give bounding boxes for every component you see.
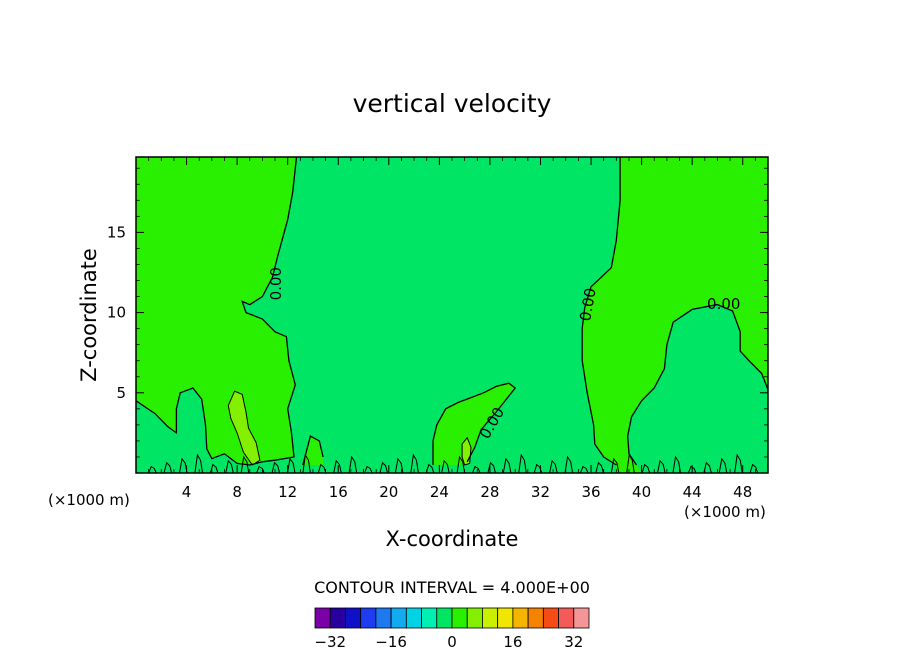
surface-contour (379, 461, 389, 473)
colorbar-swatch (421, 607, 438, 629)
x-tick-label: 24 (430, 483, 449, 501)
y-tick-label: 10 (107, 304, 126, 322)
surface-contour (657, 459, 666, 473)
colorbar-swatch (345, 607, 362, 629)
x-tick-label: 20 (379, 483, 398, 501)
colorbar-tick-label: −16 (375, 633, 407, 651)
x-unit-right: (×1000 m) (684, 503, 766, 521)
surface-contour (163, 461, 173, 473)
colorbar-swatch (360, 607, 377, 629)
surface-contour (749, 463, 759, 473)
surface-contour (364, 465, 373, 473)
zero-contour (136, 157, 298, 466)
x-tick-label: 36 (581, 483, 600, 501)
colorbar-swatch (451, 607, 468, 629)
colorbar-swatch (573, 607, 590, 629)
x-axis-label: X-coordinate (386, 527, 519, 551)
surface-contour (502, 457, 512, 473)
x-tick-label: 8 (232, 483, 242, 501)
surface-contour (595, 461, 604, 473)
surface-contour (333, 459, 342, 473)
x-unit-left: (×1000 m) (48, 491, 130, 509)
colorbar-tick-label: 0 (447, 633, 457, 651)
x-tick-label: 40 (632, 483, 651, 501)
zero-contour (432, 382, 517, 465)
surface-contour (317, 463, 327, 473)
contour-label: 0.00 (707, 295, 740, 313)
colorbar-swatch (390, 607, 407, 629)
surface-contour (271, 461, 281, 473)
colorbar-swatch (512, 607, 529, 629)
colorbar-swatch (405, 607, 422, 629)
colorbar-tick-label: 16 (503, 633, 522, 651)
surface-contour (394, 457, 404, 473)
colorbar-swatch (466, 607, 483, 629)
y-tick-label: 15 (107, 223, 126, 241)
surface-contour (703, 461, 712, 473)
plot-area: 0.000.000.00 0.00 4 8 12 16 20 24 28 32 36 40 44 485… (107, 156, 769, 501)
surface-contour (579, 465, 589, 473)
colorbar-swatch (527, 607, 544, 629)
positive-patch (227, 390, 261, 466)
surface-contour (564, 455, 574, 473)
x-tick-label: 44 (683, 483, 702, 501)
colorbar-swatch (436, 607, 453, 629)
surface-contour (425, 463, 435, 473)
colorbar-swatch (497, 607, 514, 629)
x-tick-label: 12 (278, 483, 297, 501)
contour-label: 0.00 (267, 267, 285, 300)
contour-labels: 0.000.000.00 0.00 (267, 267, 741, 442)
colorbar-swatch (558, 607, 575, 629)
surface-contour (518, 453, 527, 473)
surface-contour (672, 455, 682, 473)
surface-contour (194, 453, 203, 473)
surface-contour (487, 461, 496, 473)
surface-contour (441, 459, 450, 473)
colorbar: −32 −16 0 16 32 (314, 607, 590, 651)
surface-contour (610, 457, 620, 473)
zero-contour (627, 303, 768, 466)
colorbar-swatch (482, 607, 499, 629)
x-tick-label: 16 (329, 483, 348, 501)
x-tick-label: 48 (733, 483, 752, 501)
surface-contour (240, 455, 250, 473)
surface-contour (718, 457, 728, 473)
surface-contour (302, 453, 311, 473)
surface-contour (286, 457, 296, 473)
x-tick-label: 32 (531, 483, 550, 501)
contour-lines (136, 157, 768, 473)
contour-interval-label: CONTOUR INTERVAL = 4.000E+00 (314, 578, 590, 597)
surface-contour (472, 465, 481, 473)
colorbar-swatch (314, 607, 331, 629)
surface-contour (641, 463, 651, 473)
surface-contour (148, 465, 157, 473)
colorbar-tick-label: −32 (314, 633, 346, 651)
colorbar-tick-label: 32 (564, 633, 583, 651)
surface-contour (734, 453, 743, 473)
surface-contour (225, 459, 234, 473)
positive-region-right (627, 304, 768, 473)
negative-mound (302, 436, 324, 465)
zero-contour (581, 157, 621, 466)
colorbar-swatch (329, 607, 346, 629)
colorbar-swatch (375, 607, 392, 629)
surface-contour (549, 459, 558, 473)
zero-contour (302, 435, 324, 466)
x-tick-label: 28 (480, 483, 499, 501)
surface-contour (410, 453, 419, 473)
surface-contour (209, 463, 219, 473)
y-axis-label: Z-coordinate (77, 248, 101, 382)
contour-label: 0.00 (576, 286, 600, 322)
surface-contour (456, 455, 466, 473)
chart-title: vertical velocity (353, 89, 552, 118)
surface-contour (348, 455, 358, 473)
surface-contour (256, 465, 265, 473)
surface-contour (626, 453, 635, 473)
y-tick-label: 5 (116, 384, 126, 402)
x-tick-label: 4 (182, 483, 192, 501)
negative-mound (433, 383, 516, 465)
colorbar-swatch (542, 607, 559, 629)
